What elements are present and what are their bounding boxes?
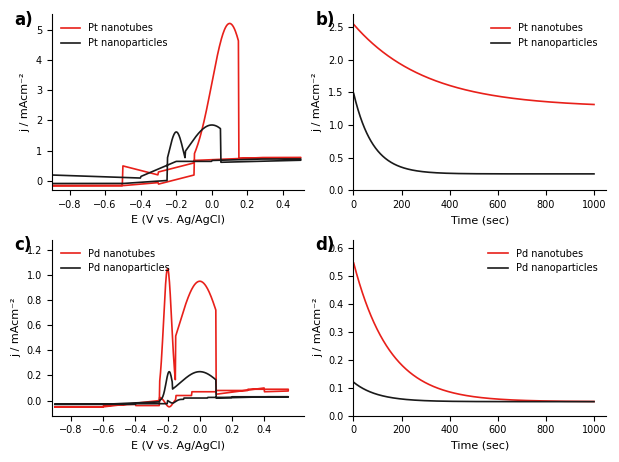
Y-axis label: j / mAcm⁻²: j / mAcm⁻² bbox=[313, 73, 322, 132]
Text: c): c) bbox=[14, 236, 31, 254]
Y-axis label: j / mAcm⁻²: j / mAcm⁻² bbox=[11, 298, 21, 358]
X-axis label: E (V vs. Ag/AgCl): E (V vs. Ag/AgCl) bbox=[131, 441, 225, 451]
Legend: Pd nanotubes, Pd nanoparticles: Pd nanotubes, Pd nanoparticles bbox=[485, 245, 601, 277]
Legend: Pt nanotubes, Pt nanoparticles: Pt nanotubes, Pt nanoparticles bbox=[56, 19, 171, 52]
Y-axis label: j / mAcm⁻²: j / mAcm⁻² bbox=[313, 298, 322, 358]
X-axis label: Time (sec): Time (sec) bbox=[451, 215, 509, 225]
Text: d): d) bbox=[316, 236, 335, 254]
Y-axis label: j / mAcm⁻²: j / mAcm⁻² bbox=[20, 73, 30, 132]
X-axis label: Time (sec): Time (sec) bbox=[451, 441, 509, 451]
Text: b): b) bbox=[316, 11, 335, 29]
Legend: Pd nanotubes, Pd nanoparticles: Pd nanotubes, Pd nanoparticles bbox=[56, 245, 173, 277]
Text: a): a) bbox=[14, 11, 33, 29]
X-axis label: E (V vs. Ag/AgCl): E (V vs. Ag/AgCl) bbox=[131, 215, 225, 225]
Legend: Pt nanotubes, Pt nanoparticles: Pt nanotubes, Pt nanoparticles bbox=[487, 19, 601, 52]
